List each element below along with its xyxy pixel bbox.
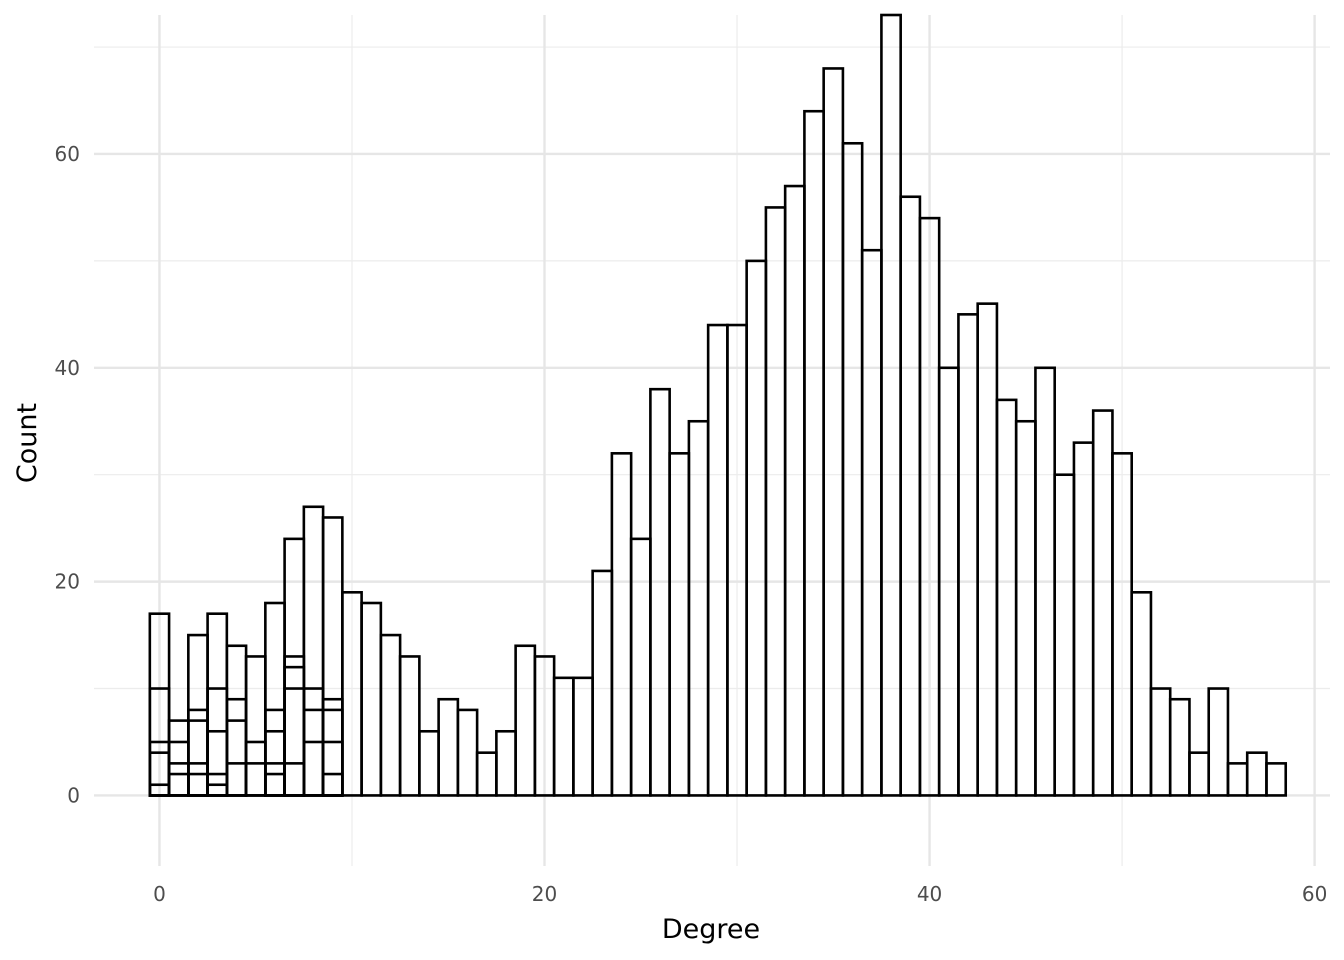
histogram-bar (610, 452, 633, 797)
histogram-bar (187, 633, 209, 797)
overlay-bar (167, 772, 190, 797)
y-tick-label: 60 (55, 142, 80, 166)
histogram-bar (379, 633, 402, 797)
histogram-bar (1188, 751, 1211, 797)
major-gridlines (94, 15, 1330, 866)
histogram-bars (148, 13, 1288, 797)
histogram-bar (167, 719, 190, 797)
overlay-bar (264, 772, 286, 797)
overlay-bar (321, 697, 344, 797)
histogram-bar (398, 655, 421, 797)
histogram-bar (360, 601, 383, 797)
histogram-bar (803, 109, 825, 797)
histogram-bar (995, 398, 1018, 797)
overlay-bar (302, 740, 325, 797)
histogram-bar (1226, 762, 1249, 797)
histogram-bar (649, 387, 671, 797)
overlay-bar (321, 772, 344, 797)
y-axis-title: Count (12, 403, 43, 483)
overlay-bar (321, 740, 344, 797)
histogram-bar (629, 537, 652, 797)
x-tick-label: 0 (153, 882, 166, 906)
histogram-bar (1130, 591, 1153, 797)
histogram-bar (976, 302, 999, 797)
overlay-bar (225, 697, 248, 797)
y-tick-label: 20 (55, 570, 80, 594)
histogram-bar (668, 452, 691, 797)
histogram-bar (437, 697, 460, 797)
overlay-bar (206, 783, 229, 797)
histogram-bar (764, 206, 787, 797)
histogram-bar (841, 141, 864, 797)
histogram-bar (418, 729, 440, 797)
histogram-bar (880, 13, 902, 797)
histogram-bar (1168, 697, 1191, 797)
minor-gridlines (94, 15, 1330, 866)
histogram-bar (1149, 687, 1172, 797)
y-axis-tick-labels: 0 20 40 60 (55, 142, 80, 807)
x-tick-label: 60 (1302, 882, 1327, 906)
histogram-bar (456, 708, 479, 797)
x-tick-label: 20 (532, 882, 557, 906)
histogram-bar (321, 516, 344, 797)
overlay-bars (148, 655, 344, 797)
histogram-bar (860, 248, 883, 797)
overlay-bar (187, 772, 209, 797)
histogram-bar (822, 67, 845, 797)
histogram-bar (1072, 441, 1095, 797)
overlay-bar (244, 740, 267, 797)
overlay-bar (225, 719, 248, 797)
histogram-bar (264, 601, 286, 797)
histogram-bar (1207, 687, 1230, 797)
histogram-bar (302, 505, 325, 797)
histogram-bar (552, 676, 575, 797)
overlay-bar (283, 665, 306, 797)
histogram-bar (1014, 419, 1037, 797)
histogram-bar (475, 751, 498, 797)
histogram-bar (957, 313, 979, 797)
histogram-bar (1053, 473, 1076, 797)
histogram-bar (783, 184, 806, 797)
overlay-bar (283, 762, 306, 797)
x-tick-label: 40 (917, 882, 942, 906)
histogram-bar (572, 676, 594, 797)
histogram-bar (514, 644, 537, 797)
x-axis-title: Degree (662, 914, 760, 945)
histogram-bar (1265, 762, 1288, 797)
overlay-bar (206, 687, 229, 797)
histogram-bar (745, 259, 768, 797)
y-tick-label: 40 (55, 356, 80, 380)
overlay-bar (244, 762, 267, 797)
x-axis-tick-labels: 0 20 40 60 (153, 882, 1327, 906)
overlay-bar (167, 762, 190, 797)
histogram-bar (1245, 751, 1268, 797)
histogram-bar (244, 655, 267, 797)
overlay-bar (302, 708, 325, 797)
overlay-bar (321, 708, 344, 797)
overlay-bar (283, 687, 306, 797)
histogram-bar (206, 612, 229, 797)
overlay-bar (187, 762, 209, 797)
overlay-bar (167, 740, 190, 797)
histogram-bar (1091, 409, 1114, 797)
y-tick-label: 0 (67, 783, 80, 807)
histogram-bar (495, 729, 517, 797)
histogram-bar (706, 323, 729, 797)
overlay-bar (264, 708, 286, 797)
overlay-bar (225, 762, 248, 797)
histogram-bar (899, 195, 922, 797)
overlay-bar (264, 762, 286, 797)
histogram-bar (687, 419, 710, 797)
histogram-bar (591, 569, 614, 797)
overlay-bar (187, 708, 209, 797)
overlay-bar (187, 719, 209, 797)
overlay-bar (283, 655, 306, 797)
